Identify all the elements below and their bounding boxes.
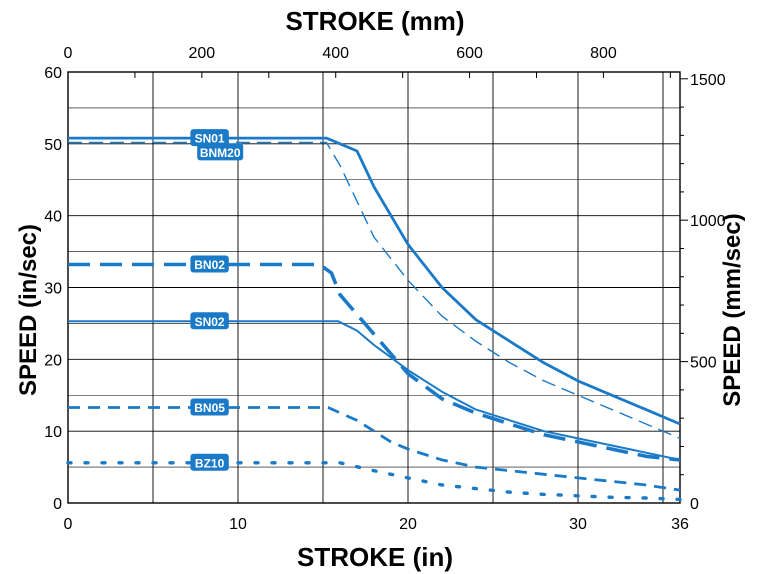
- x-top-tick-label: 800: [590, 45, 617, 62]
- series-line-sn01: [68, 136, 681, 426]
- x-top-tick-label: 600: [456, 45, 483, 62]
- legend-label-text: BNM20: [200, 146, 241, 160]
- grid: [67, 71, 688, 504]
- legend-label-bn02: BN02: [190, 255, 229, 273]
- legend-label-bn05: BN05: [190, 398, 229, 416]
- legend-label-bz10: BZ10: [190, 453, 229, 471]
- x-top-tick-label: 400: [322, 45, 349, 62]
- legend-label-badge: [190, 255, 229, 273]
- series-line-bn02: [68, 262, 681, 462]
- y-left-tick-label: 10: [44, 424, 62, 441]
- y-right-axis-title: SPEED (mm/sec): [719, 213, 746, 406]
- legend-label-bnm20: BNM20: [197, 143, 244, 161]
- x-bottom-tick-label: 30: [569, 516, 587, 533]
- y-left-tick-label: 20: [44, 352, 62, 369]
- legend-label-badge: [190, 453, 229, 471]
- legend-label-badge: [197, 143, 244, 161]
- series-line-sn02: [68, 320, 681, 461]
- x-bottom-axis-title: STROKE (in): [297, 542, 453, 572]
- legend-label-badge: [190, 129, 229, 147]
- legend-label-sn01: SN01: [190, 129, 229, 147]
- legend-label-badge: [190, 398, 229, 416]
- legend-label-text: BN02: [194, 258, 225, 272]
- legend-label-badge: [190, 312, 229, 330]
- x-bottom-tick-label: 0: [64, 516, 73, 533]
- y-right-tick-label: 1500: [690, 72, 726, 89]
- legend-label-text: SN01: [195, 132, 225, 146]
- y-left-tick-label: 40: [44, 209, 62, 226]
- y-left-tick-label: 60: [44, 65, 62, 82]
- series-group: [66, 136, 682, 502]
- y-left-tick-label: 50: [44, 137, 62, 154]
- legend-label-text: BN05: [194, 401, 225, 415]
- y-right-tick-label: 0: [690, 496, 699, 513]
- y-right-tick-label: 500: [690, 355, 717, 372]
- x-top-tick-label: 0: [64, 45, 73, 62]
- legend-label-text: SN02: [195, 315, 225, 329]
- legend-label-text: BZ10: [195, 456, 225, 470]
- legend-label-sn02: SN02: [190, 312, 229, 330]
- series-line-bnm20: [68, 141, 681, 440]
- plot-frame: [67, 71, 681, 504]
- x-bottom-tick-label: 20: [399, 516, 417, 533]
- x-bottom-end-label: 36: [671, 516, 689, 533]
- x-top-tick-label: 200: [189, 45, 216, 62]
- y-left-axis-title: SPEED (in/sec): [15, 224, 42, 396]
- y-right-tick-label: 1000: [690, 213, 726, 230]
- series-line-bz10: [66, 461, 682, 502]
- series-line-bn05: [68, 406, 681, 492]
- y-left-tick-label: 30: [44, 281, 62, 298]
- y-left-tick-label: 0: [53, 496, 62, 513]
- x-bottom-tick-label: 10: [229, 516, 247, 533]
- x-top-axis-title: STROKE (mm): [285, 6, 464, 36]
- tick-labels: 0 10 20 30 360 200 400 600 800010203040506005001…: [44, 45, 725, 533]
